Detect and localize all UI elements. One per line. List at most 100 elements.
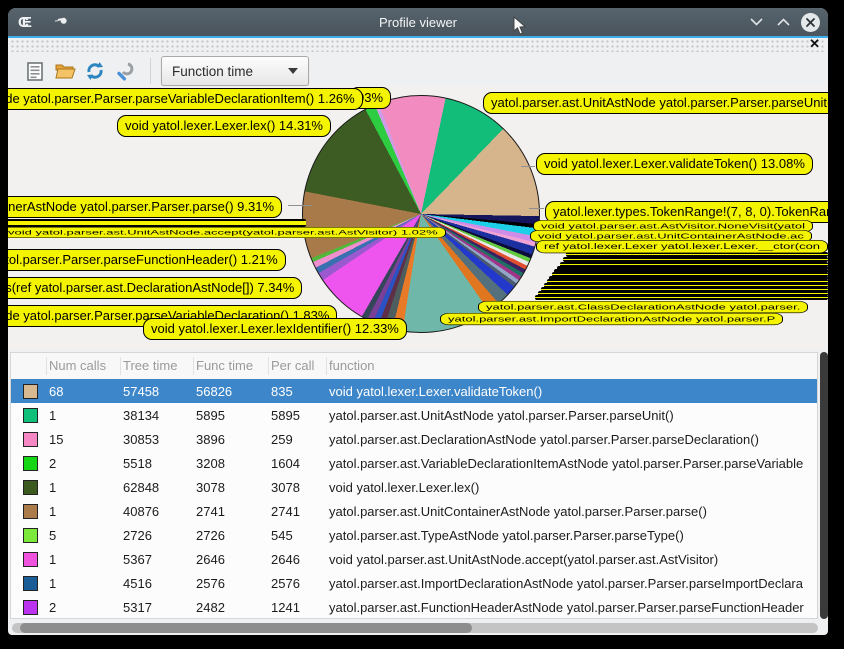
per-call-cell: 2576 [271, 575, 300, 591]
squished-label-bar [535, 295, 828, 300]
sort-mode-dropdown[interactable]: Function time [161, 56, 309, 86]
leader-line [529, 208, 544, 209]
pie-slice-label: void yatol.lexer.Lexer.validateToken() 1… [536, 153, 813, 175]
num-calls-cell: 1 [49, 551, 57, 567]
minimize-icon[interactable] [747, 13, 765, 31]
per-call-cell: 1241 [271, 599, 300, 615]
swatch-cell [17, 479, 47, 496]
num-calls-cell: 2 [49, 455, 57, 471]
function-cell: void yatol.lexer.Lexer.validateToken() [329, 383, 543, 399]
num-calls-cell: 1 [49, 503, 57, 519]
pie-slice-label: ode yatol.parser.Parser.parseVariableDec… [8, 88, 363, 110]
maximize-icon[interactable] [774, 13, 792, 31]
header-per-call[interactable]: Per call [269, 357, 327, 375]
func-time-cell: 2741 [196, 503, 225, 519]
function-cell: yatol.parser.ast.DeclarationAstNode yato… [329, 431, 759, 447]
table-row[interactable]: 2 5317 2482 1241 yatol.parser.ast.Functi… [11, 595, 817, 618]
swatch-cell [17, 575, 47, 592]
table-row[interactable]: 1 4516 2576 2576 yatol.parser.ast.Import… [11, 571, 817, 595]
dock-handle[interactable]: ✕ [10, 36, 826, 52]
pie-slice-label: atol.parser.Parser.parseFunctionHeader()… [8, 249, 286, 271]
table-row[interactable]: 68 57458 56826 835 void yatol.lexer.Lexe… [11, 379, 817, 403]
per-call-cell: 2646 [271, 551, 300, 567]
horizontal-scrollbar-thumb[interactable] [20, 623, 472, 633]
tree-time-cell: 40876 [123, 503, 160, 519]
tree-time-cell: 38134 [123, 407, 160, 423]
header-swatch [17, 357, 47, 375]
color-swatch [23, 408, 38, 424]
table-row[interactable]: 15 30853 3896 259 yatol.parser.ast.Decla… [11, 427, 817, 451]
func-time-cell: 3078 [196, 479, 225, 495]
pie-chart[interactable] [302, 95, 540, 333]
num-calls-cell: 2 [49, 599, 57, 615]
app-logo-icon: CE [18, 13, 32, 31]
tree-time-cell: 30853 [123, 431, 160, 447]
accent-line [8, 36, 828, 38]
pin-icon[interactable] [51, 12, 69, 31]
table-row[interactable]: 1 40876 2741 2741 yatol.parser.ast.UnitC… [11, 499, 817, 523]
table-row[interactable]: 2 5518 3208 1604 yatol.parser.ast.Variab… [11, 451, 817, 475]
leader-line [288, 205, 312, 206]
pie-slice-label: yatol.parser.ast.UnitAstNode yatol.parse… [483, 92, 828, 114]
per-call-cell: 5895 [271, 407, 300, 423]
wrench-icon[interactable] [114, 60, 136, 82]
swatch-cell [17, 503, 47, 520]
swatch-cell [17, 383, 47, 400]
function-cell: void yatol.lexer.Lexer.lex() [329, 479, 480, 495]
table-header[interactable]: Num calls Tree time Func time Per call f… [11, 353, 817, 379]
func-time-cell: 3896 [196, 431, 225, 447]
report-icon[interactable] [24, 60, 46, 82]
table-row[interactable]: 1 38134 5895 5895 yatol.parser.ast.UnitA… [11, 403, 817, 427]
squished-label-bar [563, 257, 828, 262]
per-call-cell: 1604 [271, 455, 300, 471]
tree-time-cell: 5317 [123, 599, 152, 615]
horizontal-scrollbar[interactable] [12, 623, 818, 633]
pie-label-bars [8, 8, 828, 635]
per-call-cell: 259 [271, 431, 293, 447]
function-cell: yatol.parser.ast.UnitContainerAstNode ya… [329, 503, 707, 519]
swatch-cell [17, 551, 47, 568]
header-function[interactable]: function [329, 358, 375, 373]
tree-time-cell: 57458 [123, 383, 160, 399]
num-calls-cell: 1 [49, 575, 57, 591]
swatch-cell [17, 455, 47, 472]
swatch-cell [17, 527, 47, 544]
dock-close-icon[interactable]: ✕ [809, 36, 820, 51]
num-calls-cell: 15 [49, 431, 64, 447]
profile-table: Num calls Tree time Func time Per call f… [10, 352, 818, 619]
color-swatch [23, 384, 38, 400]
pie-slice-label: ns(ref yatol.parser.ast.DeclarationAstNo… [8, 277, 303, 299]
table-body: 68 57458 56826 835 void yatol.lexer.Lexe… [11, 379, 817, 618]
dropdown-value: Function time [172, 63, 254, 79]
header-tree-time[interactable]: Tree time [121, 357, 194, 375]
pie-slice-label: yatol.parser.ast.ClassDeclarationAstNode… [478, 301, 809, 313]
header-num-calls[interactable]: Num calls [47, 357, 121, 375]
squished-label-bar [8, 219, 306, 227]
open-folder-icon[interactable] [54, 60, 76, 82]
pie-slice-label: yatol.parser.ast.ImportDeclarationAstNod… [440, 313, 784, 325]
func-time-cell: 2576 [196, 575, 225, 591]
window-title: Profile viewer [378, 14, 458, 30]
func-time-cell: 2646 [196, 551, 225, 567]
pie-slice-label: void yatol.lexer.Lexer.lex() 14.31% [117, 115, 331, 137]
function-cell: yatol.parser.ast.ImportDeclarationAstNod… [329, 575, 803, 591]
swatch-cell [17, 407, 47, 424]
header-func-time[interactable]: Func time [194, 357, 269, 375]
table-row[interactable]: 1 5367 2646 2646 void yatol.parser.ast.U… [11, 547, 817, 571]
num-calls-cell: 5 [49, 527, 57, 543]
titlebar[interactable]: CE Profile viewer [8, 8, 828, 36]
pie-slice-label: void yatol.parser.ast.UnitAstNode.accept… [8, 227, 446, 238]
tree-time-cell: 5367 [123, 551, 152, 567]
reload-icon[interactable] [84, 60, 106, 82]
close-icon[interactable] [801, 12, 820, 32]
num-calls-cell: 68 [49, 383, 64, 399]
function-cell: yatol.parser.ast.FunctionHeaderAstNode y… [329, 599, 804, 615]
color-swatch [23, 552, 38, 568]
per-call-cell: 545 [271, 527, 293, 543]
table-row[interactable]: 5 2726 2726 545 yatol.parser.ast.TypeAst… [11, 523, 817, 547]
function-cell: yatol.parser.ast.TypeAstNode yatol.parse… [329, 527, 684, 543]
pie-slice-label: ref yatol.lexer.Lexer yatol.lexer.Lexer.… [536, 240, 828, 253]
chevron-down-icon [288, 68, 298, 74]
vertical-scrollbar[interactable] [820, 352, 828, 619]
table-row[interactable]: 1 62848 3078 3078 void yatol.lexer.Lexer… [11, 475, 817, 499]
